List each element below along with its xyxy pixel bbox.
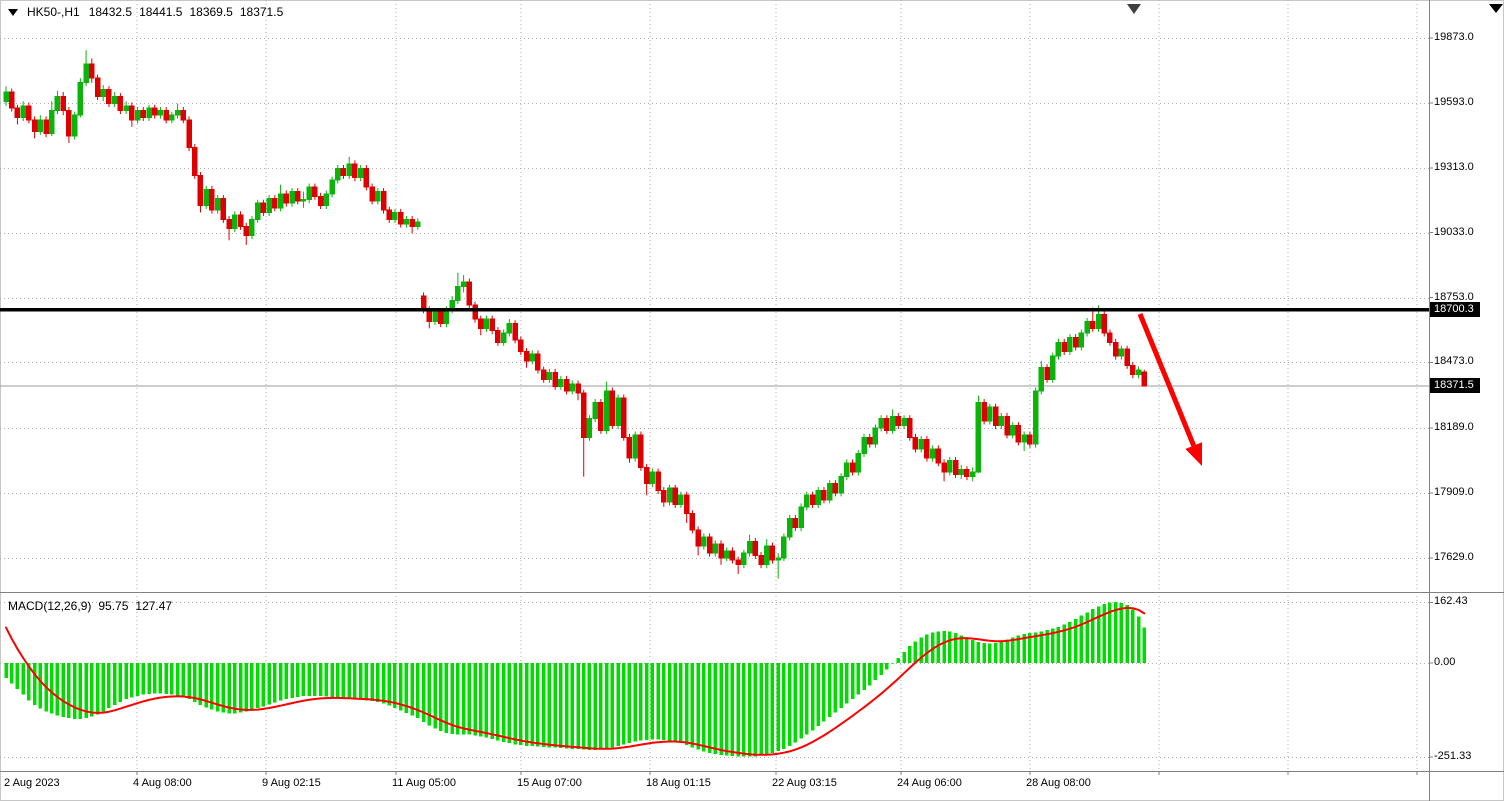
price-axis-tick[interactable]: 18189.0 [1434,421,1474,433]
price-axis-tick[interactable]: 17629.0 [1434,551,1474,563]
price-tag: 18371.5 [1430,378,1480,393]
price-axis-tick[interactable]: 17909.0 [1434,486,1474,498]
price-axis-tick[interactable]: 18473.0 [1434,355,1474,367]
trend-arrow-annotation[interactable] [1137,313,1203,466]
ohlc-low: 18369.5 [189,5,233,19]
ohlc-values: 18432.5 18441.5 18369.5 18371.5 [89,5,284,19]
time-axis-label[interactable]: 2 Aug 2023 [4,777,60,789]
corner-marker-icon[interactable] [1489,4,1503,13]
symbol-ohlc-header: HK50-,H1 18432.5 18441.5 18369.5 18371.5 [8,5,283,19]
candlestick-series [3,50,1148,579]
macd-axis-tick[interactable]: 0.00 [1434,656,1456,668]
macd-indicator-label: MACD(12,26,9) 95.75 127.47 [8,599,172,613]
grid-layer [0,0,1429,771]
macd-main-value: 95.75 [98,599,129,613]
time-axis-label[interactable]: 9 Aug 02:15 [262,777,321,789]
time-axis-label[interactable]: 4 Aug 08:00 [133,777,192,789]
macd-name: MACD(12,26,9) [8,599,92,613]
price-axis-tick[interactable]: 19313.0 [1434,161,1474,173]
price-tag: 18700.3 [1430,302,1480,317]
macd-histogram-series [4,602,1147,757]
macd-axis-tick[interactable]: 162.43 [1434,595,1468,607]
time-axis-label[interactable]: 24 Aug 06:00 [897,777,962,789]
price-axis-tick[interactable]: 19593.0 [1434,96,1474,108]
ohlc-high: 18441.5 [139,5,183,19]
ohlc-close: 18371.5 [239,5,284,19]
time-axis-label[interactable]: 18 Aug 01:15 [646,777,711,789]
ohlc-open: 18432.5 [88,5,133,19]
arrow-shaft [1137,313,1200,455]
chart-shift-marker-icon[interactable] [1127,4,1141,14]
macd-signal-value: 127.47 [135,599,173,613]
price-axis-tick[interactable]: 18753.0 [1434,291,1474,303]
price-axis-tick[interactable]: 19873.0 [1434,31,1474,43]
symbol-timeframe: HK50-,H1 [27,5,80,19]
arrow-head-icon [1185,442,1203,466]
time-axis-label[interactable]: 28 Aug 08:00 [1026,777,1091,789]
time-axis-label[interactable]: 11 Aug 05:00 [392,777,457,789]
macd-signal-line [5,606,1146,756]
time-axis-label[interactable]: 22 Aug 03:15 [772,777,837,789]
price-axis-tick[interactable]: 19033.0 [1434,226,1474,238]
symbol-dropdown-icon[interactable] [8,8,18,16]
time-axis-label[interactable]: 15 Aug 07:00 [517,777,582,789]
macd-axis-tick[interactable]: -251.33 [1434,750,1472,762]
